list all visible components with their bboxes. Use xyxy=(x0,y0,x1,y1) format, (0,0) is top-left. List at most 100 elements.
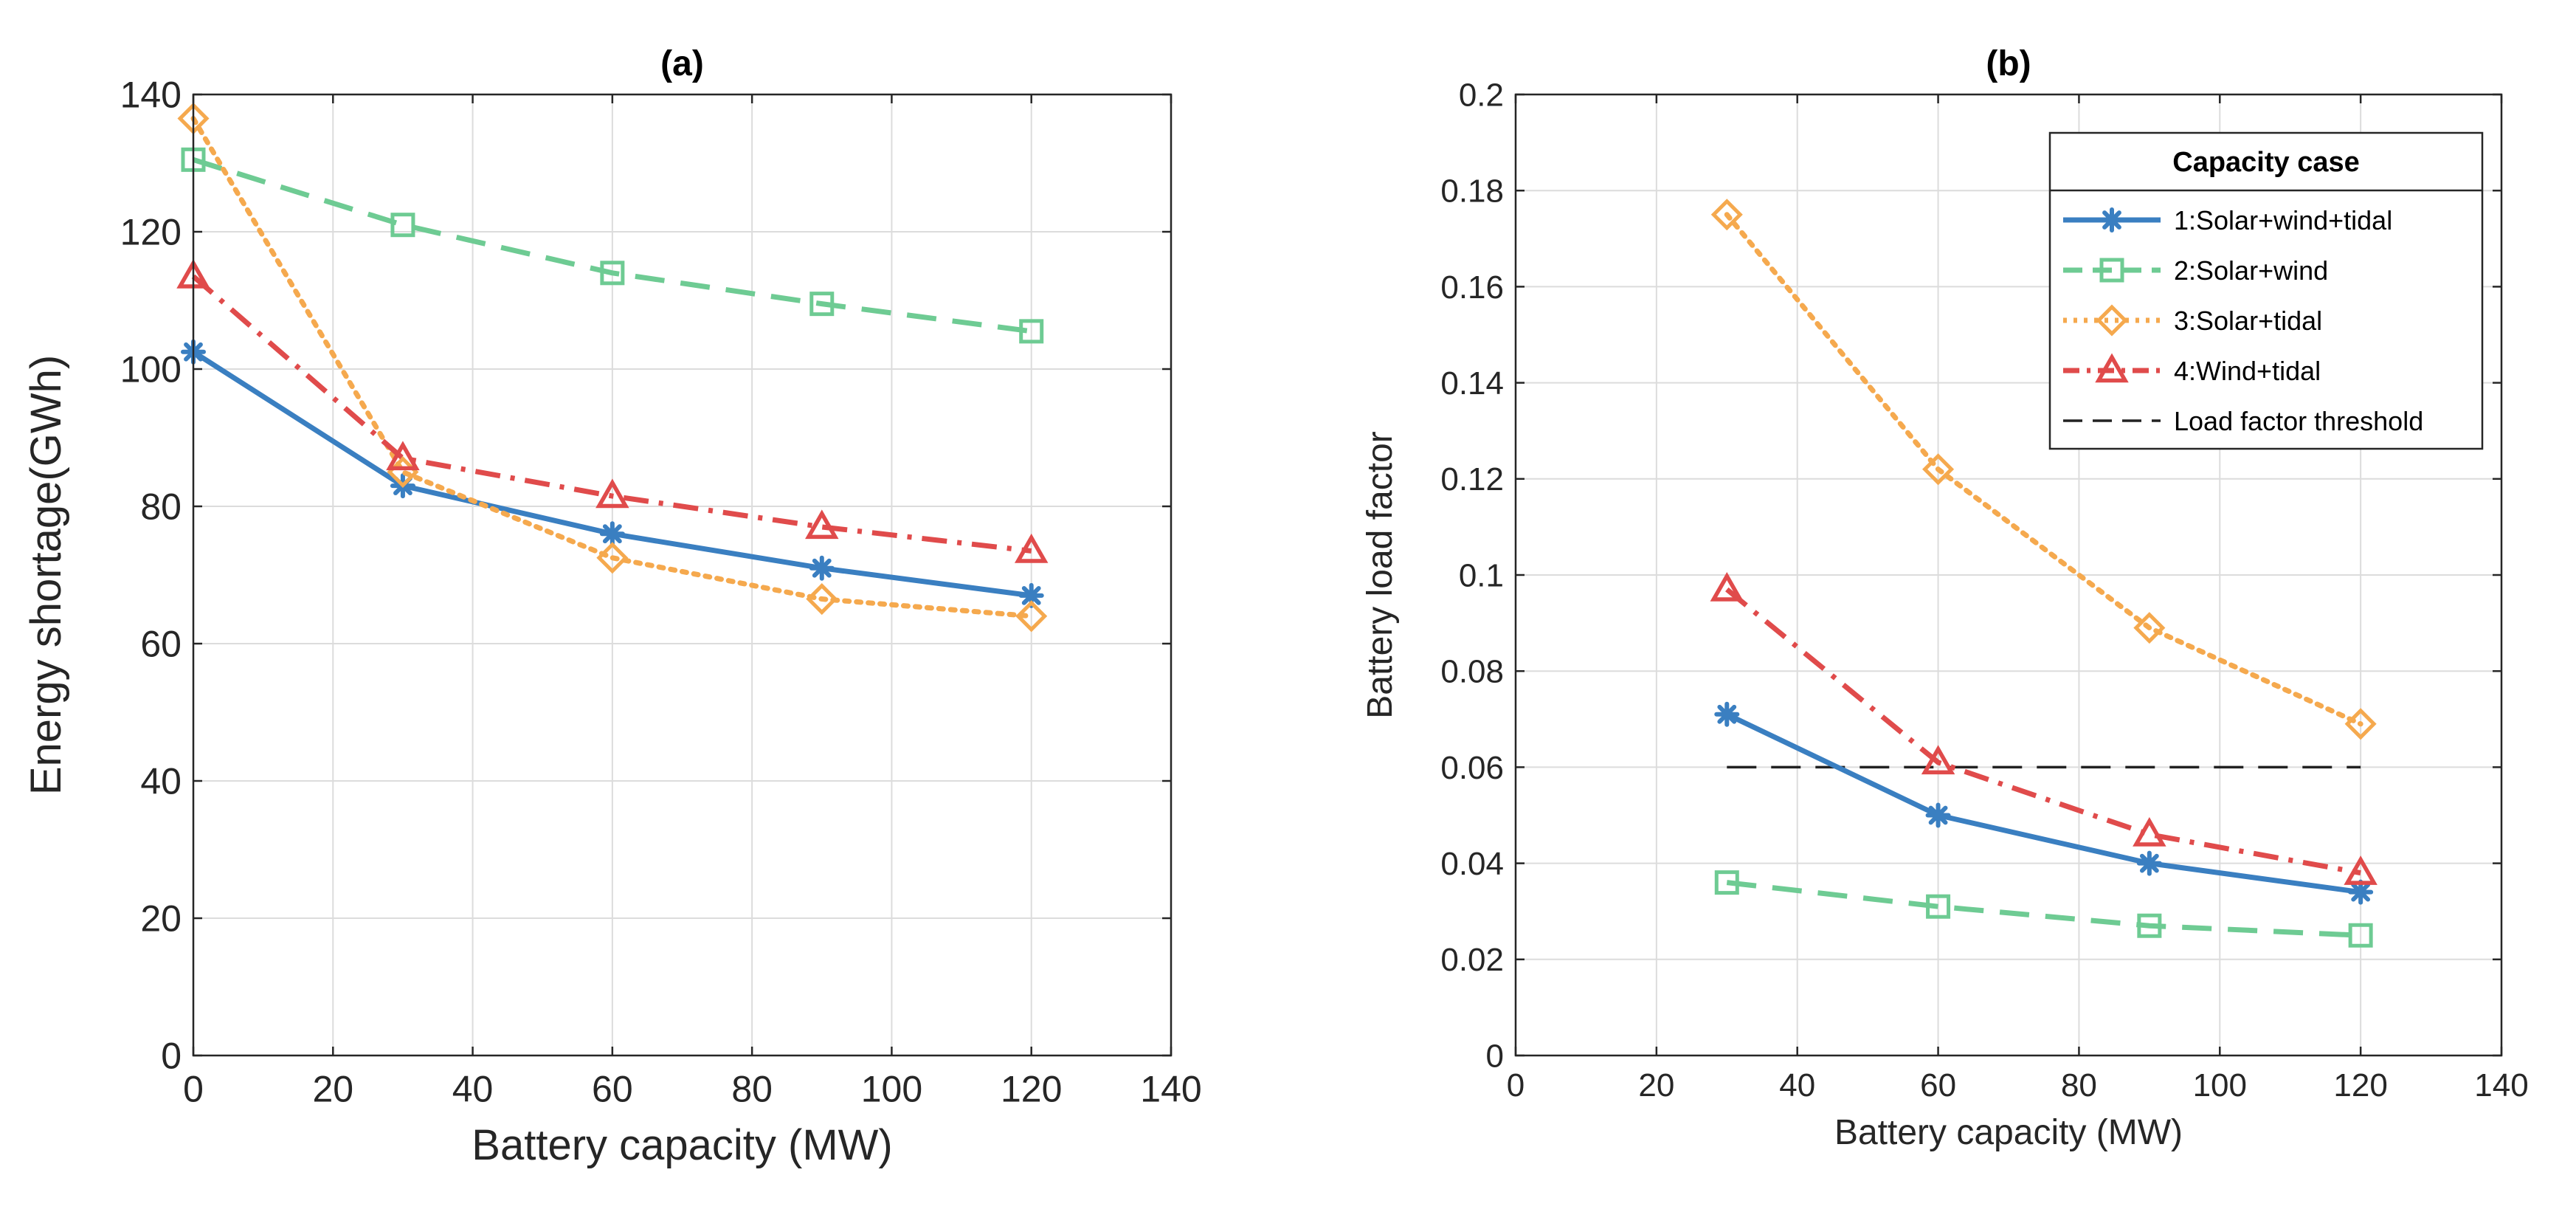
y-tick-label: 0.06 xyxy=(1440,750,1504,786)
data-point xyxy=(1014,533,1049,563)
data-point xyxy=(2137,913,2162,938)
y-tick-label: 0.16 xyxy=(1440,269,1504,306)
series-line xyxy=(1726,880,2361,938)
x-tick-label: 20 xyxy=(312,1069,353,1110)
y-tick-label: 140 xyxy=(120,75,182,116)
data-point xyxy=(595,478,629,509)
data-point xyxy=(1710,571,1744,602)
x-tick-label: 80 xyxy=(731,1069,773,1110)
y-tick-label: 0.2 xyxy=(1459,77,1504,113)
y-tick-label: 0.02 xyxy=(1440,942,1504,978)
series-2 xyxy=(1714,870,2373,948)
legend-box xyxy=(2048,131,2484,450)
x-tick-label: 0 xyxy=(183,1069,204,1110)
data-point xyxy=(1925,802,1951,828)
data-point xyxy=(1926,894,1951,919)
y-tick-label: 100 xyxy=(120,349,182,390)
legend-entry[interactable]: 4:Wind+tidal xyxy=(2063,353,2321,386)
legend-label: 1:Solar+wind+tidal xyxy=(2174,205,2392,235)
legend-label: Load factor threshold xyxy=(2174,406,2423,436)
data-point xyxy=(1714,701,1740,727)
legend-label: 2:Solar+wind xyxy=(2174,255,2328,286)
series-4 xyxy=(176,258,1049,563)
series-line xyxy=(190,116,1035,619)
legend-label: 4:Wind+tidal xyxy=(2174,356,2321,386)
y-tick-label: 0.08 xyxy=(1440,654,1504,690)
legend-entry[interactable]: 3:Solar+tidal xyxy=(2063,304,2322,337)
legend-label: 3:Solar+tidal xyxy=(2174,306,2322,336)
x-tick-label: 60 xyxy=(592,1069,633,1110)
y-tick-label: 0.1 xyxy=(1459,557,1504,593)
data-point xyxy=(386,441,420,471)
series-line xyxy=(191,274,1032,554)
data-point xyxy=(1714,870,1739,895)
series-1 xyxy=(1714,701,2374,905)
data-point xyxy=(596,542,629,574)
series-4 xyxy=(1710,571,2378,885)
data-point xyxy=(1018,582,1044,608)
tick-labels: 0 20 40 60 80 100 120 140 0 20 40 60 80 100 120 140 xyxy=(120,75,1202,1110)
data-point xyxy=(1922,453,1955,486)
legend-entry[interactable]: 1:Solar+wind+tidal xyxy=(2063,205,2392,235)
y-tick-label: 120 xyxy=(120,212,182,253)
y-tick-label: 0.14 xyxy=(1440,365,1504,402)
data-point xyxy=(809,292,835,317)
y-tick-label: 40 xyxy=(140,761,182,802)
x-tick-label: 140 xyxy=(2474,1067,2528,1103)
legend-marker xyxy=(2099,207,2124,233)
data-point xyxy=(1921,745,1955,775)
series-3 xyxy=(1710,199,2377,740)
tick-labels: 0 20 40 60 80 100 120 140 0 0.02 0.04 0.06 0.08 0.1 0.… xyxy=(1440,77,2528,1103)
data-point xyxy=(2133,816,2166,847)
series-line xyxy=(1724,212,2363,727)
data-point xyxy=(2344,708,2377,740)
series-line xyxy=(1725,587,2361,876)
legend-title: Capacity case xyxy=(2172,147,2360,178)
x-tick-label: 120 xyxy=(2333,1067,2387,1103)
legend-marker xyxy=(2095,353,2129,383)
x-axis-label: Battery capacity (MW) xyxy=(472,1121,892,1169)
data-point xyxy=(390,213,415,238)
legend-entry[interactable]: Load factor threshold xyxy=(2063,406,2423,436)
y-tick-label: 0.04 xyxy=(1440,846,1504,882)
y-tick-label: 60 xyxy=(140,624,182,665)
legend-marker xyxy=(2096,304,2128,337)
data-point xyxy=(806,583,838,616)
y-tick-label: 0.12 xyxy=(1440,461,1504,497)
x-tick-label: 60 xyxy=(1920,1067,1956,1103)
x-tick-label: 20 xyxy=(1638,1067,1674,1103)
data-point xyxy=(599,521,625,547)
x-tick-label: 40 xyxy=(452,1069,494,1110)
data-point xyxy=(1015,600,1048,633)
data-point xyxy=(2133,612,2166,644)
data-point xyxy=(2348,879,2374,905)
series-line xyxy=(192,157,1032,334)
data-point xyxy=(600,261,625,286)
axes-box xyxy=(192,93,1173,1057)
x-tick-label: 100 xyxy=(2193,1067,2247,1103)
y-tick-label: 0.18 xyxy=(1440,173,1504,210)
chart-b: 0 20 40 60 80 100 120 140 0 0.02 0.04 0.06 0.08 0.1 0.… xyxy=(1361,44,2529,1152)
x-axis-label: Battery capacity (MW) xyxy=(1834,1113,2183,1152)
x-tick-label: 100 xyxy=(861,1069,922,1110)
data-point xyxy=(1019,319,1044,344)
legend: Capacity case 1:Solar+wind+tidal 2:Solar+w… xyxy=(2048,131,2484,450)
x-tick-label: 80 xyxy=(2061,1067,2097,1103)
y-tick-label: 20 xyxy=(140,898,182,940)
chart-title: (a) xyxy=(660,44,704,83)
x-tick-label: 40 xyxy=(1779,1067,1815,1103)
data-point xyxy=(1710,199,1743,231)
series-line xyxy=(1725,712,2361,895)
chart-a: 0 20 40 60 80 100 120 140 0 20 40 60 80 100 120 140 (a) B… xyxy=(22,44,1202,1169)
x-tick-label: 120 xyxy=(1001,1069,1062,1110)
plot-area xyxy=(193,94,1171,1055)
data-point xyxy=(2136,850,2162,876)
y-axis-label: Energy shortage(GWh) xyxy=(22,355,70,795)
x-tick-label: 0 xyxy=(1507,1067,1524,1103)
legend-entry[interactable]: 2:Solar+wind xyxy=(2063,255,2328,286)
y-tick-label: 0 xyxy=(161,1036,182,1077)
legend-marker xyxy=(2099,258,2124,283)
data-point xyxy=(2348,923,2373,948)
data-point xyxy=(2344,855,2378,885)
data-point xyxy=(809,555,835,581)
